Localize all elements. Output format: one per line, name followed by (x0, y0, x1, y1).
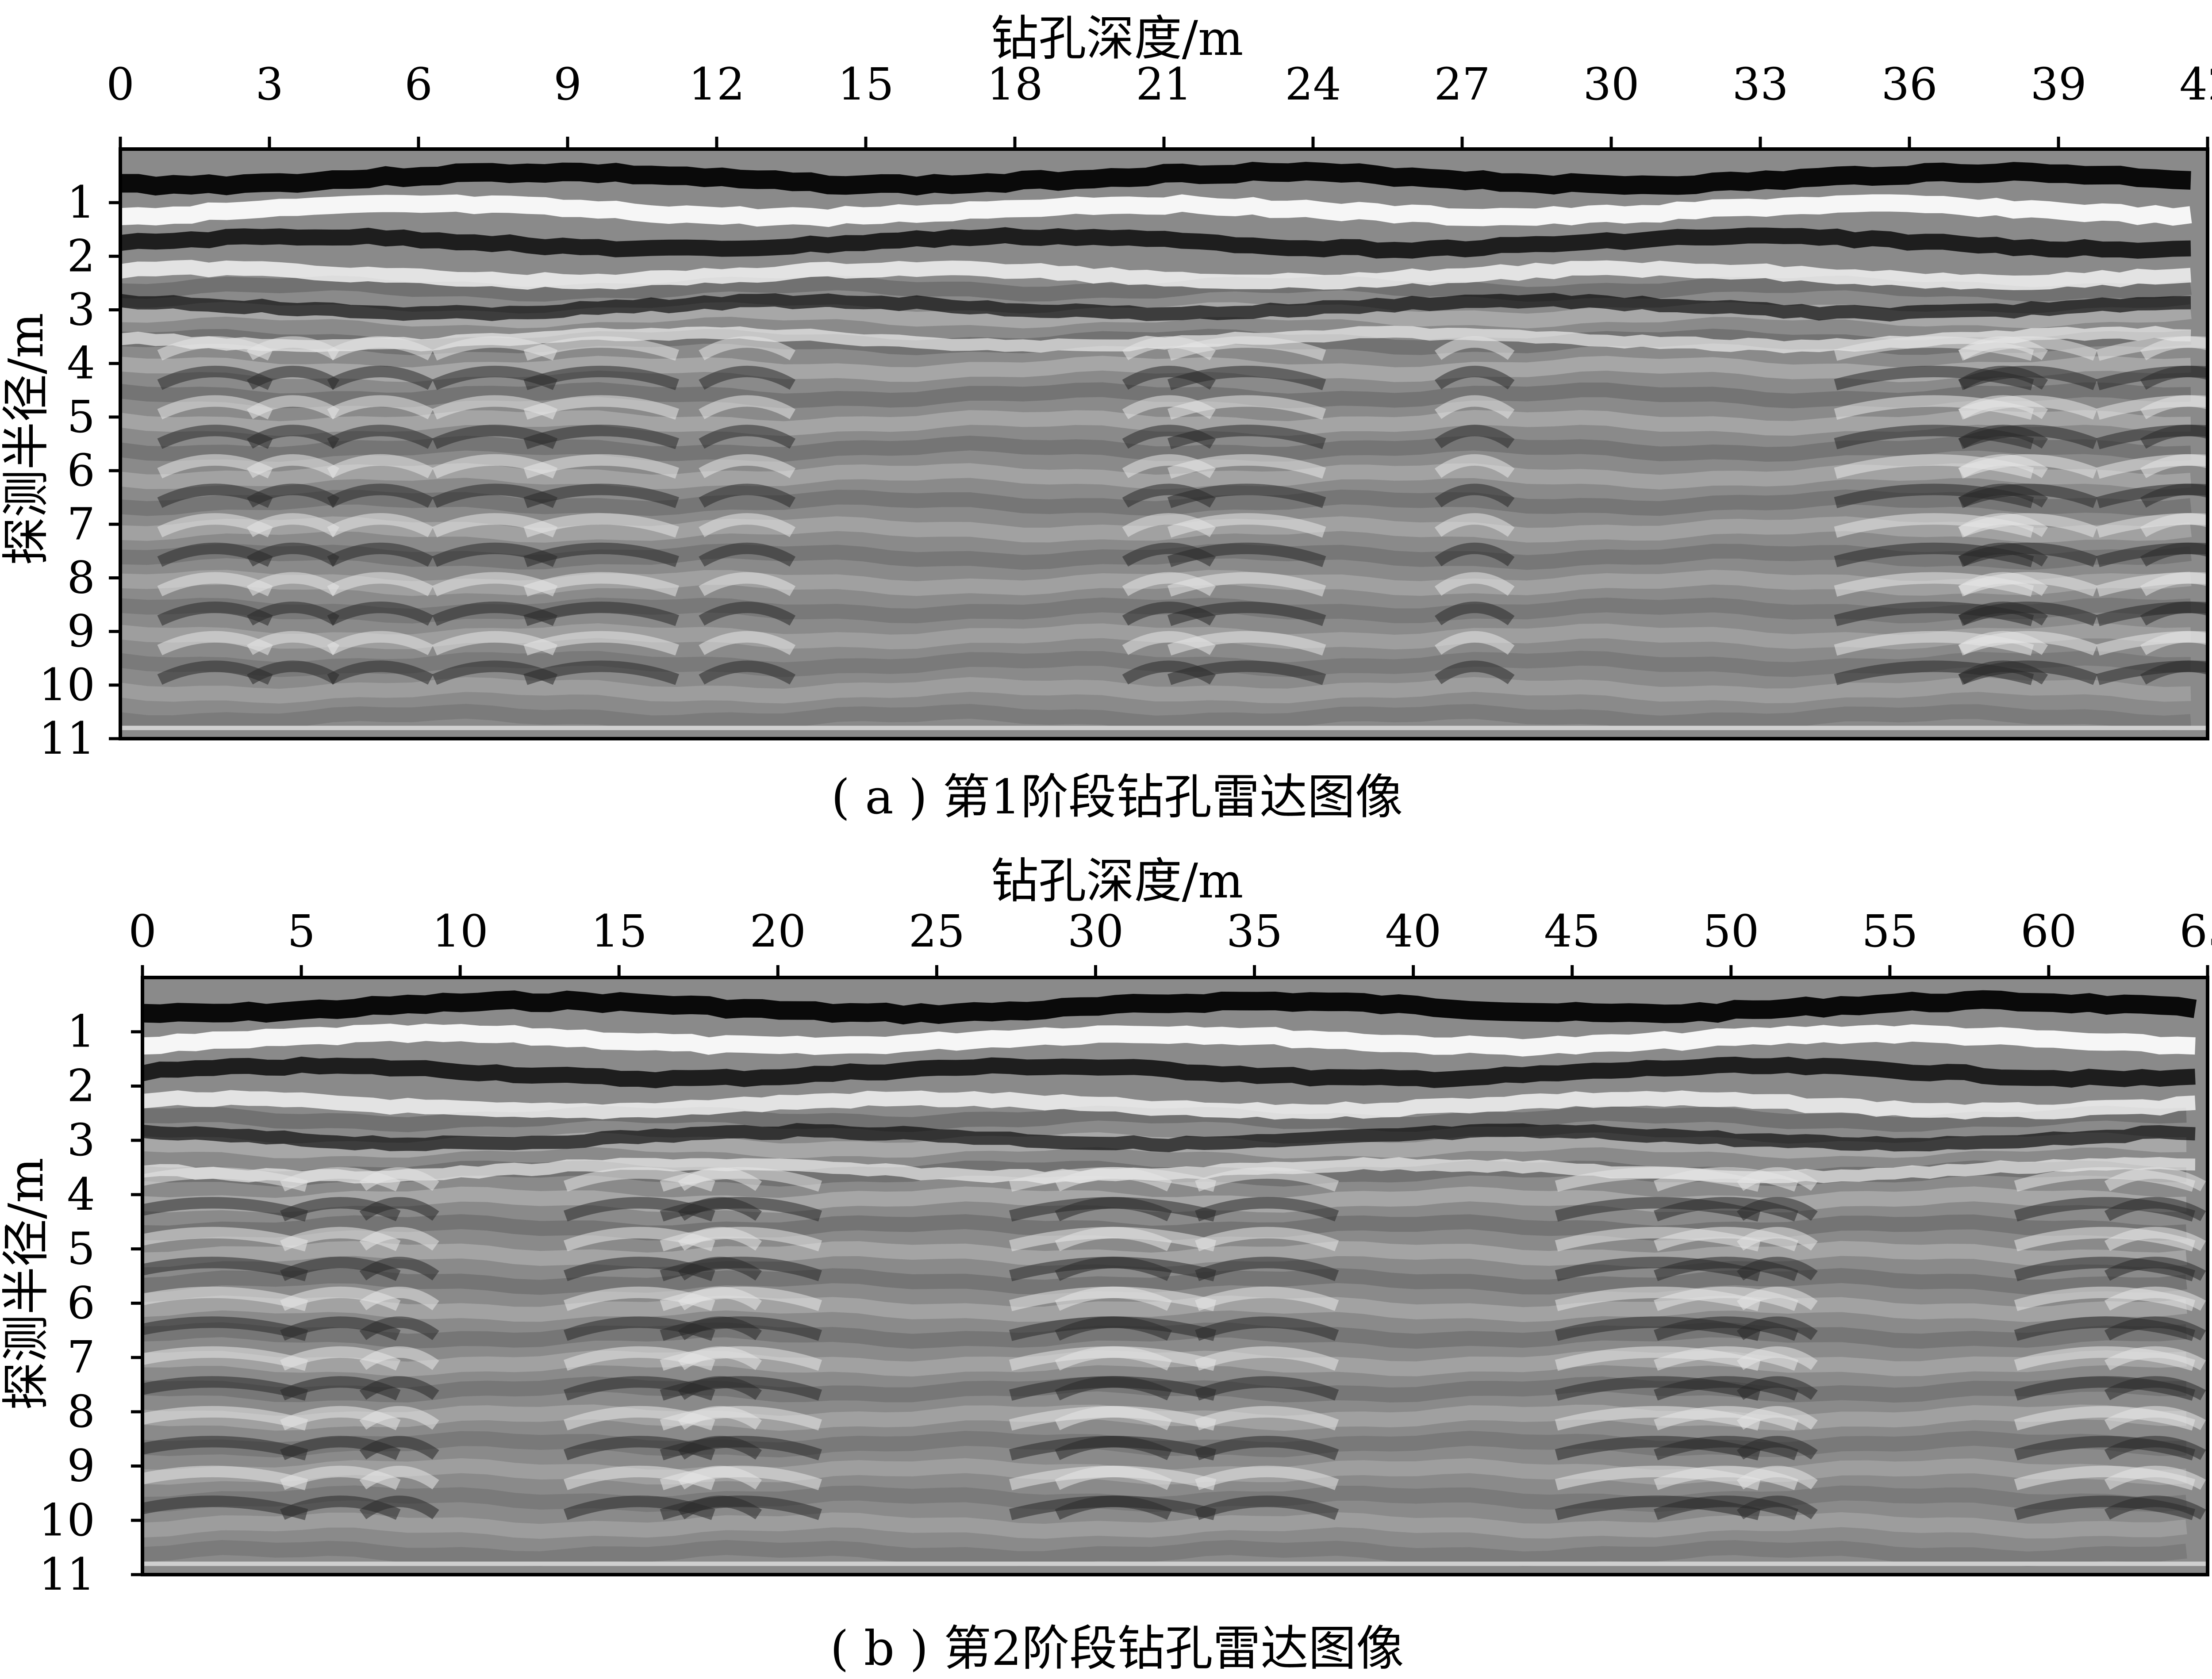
x-tick-label: 39 (2030, 58, 2086, 110)
x-tick-label: 24 (1285, 58, 1341, 110)
plot-frame (141, 976, 2209, 1576)
y-tick-label: 9 (67, 1440, 95, 1492)
x-tick-label: 0 (106, 58, 134, 110)
x-tick-label: 30 (1583, 58, 1639, 110)
x-axis-label-a: 钻孔深度/m (991, 11, 1244, 66)
x-tick-label: 25 (909, 905, 965, 957)
x-tick-label: 27 (1434, 58, 1490, 110)
caption-a: ( a ) 第1阶段钻孔雷达图像 (831, 770, 1403, 825)
y-tick-label: 6 (67, 445, 95, 496)
y-tick-label: 9 (67, 606, 95, 657)
x-axis-label-b: 钻孔深度/m (991, 854, 1244, 909)
y-tick-label: 8 (67, 552, 95, 603)
x-tick-label: 0 (128, 905, 157, 957)
y-tick-label: 6 (67, 1277, 95, 1329)
radar-image-body (142, 978, 2208, 1575)
caption-b: ( b ) 第2阶段钻孔雷达图像 (830, 1621, 1404, 1676)
radar-image-a: 036912151821242730333639421234567891011 (39, 58, 2212, 764)
x-tick-label: 35 (1226, 905, 1283, 957)
x-tick-label: 12 (688, 58, 745, 110)
y-tick-label: 3 (67, 284, 95, 336)
y-tick-label: 2 (67, 230, 95, 282)
y-tick-label: 4 (67, 1169, 95, 1220)
y-tick-label: 7 (67, 1331, 95, 1383)
y-tick-label: 4 (67, 337, 95, 389)
x-tick-label: 21 (1136, 58, 1192, 110)
x-tick-label: 20 (750, 905, 806, 957)
y-tick-label: 8 (67, 1386, 95, 1438)
x-tick-label: 6 (404, 58, 433, 110)
x-tick-label: 30 (1068, 905, 1124, 957)
x-tick-label: 40 (1385, 905, 1441, 957)
y-tick-label: 11 (39, 713, 95, 764)
x-tick-label: 18 (987, 58, 1043, 110)
y-tick-label: 5 (67, 1223, 95, 1275)
y-tick-label: 7 (67, 498, 95, 550)
x-tick-label: 10 (432, 905, 488, 957)
x-tick-label: 15 (591, 905, 647, 957)
x-tick-label: 5 (287, 905, 315, 957)
x-tick-label: 15 (837, 58, 894, 110)
y-tick-label: 10 (39, 1494, 95, 1546)
y-tick-label: 3 (67, 1114, 95, 1166)
y-tick-label: 2 (67, 1060, 95, 1112)
x-tick-label: 60 (2020, 905, 2077, 957)
x-tick-label: 42 (2179, 58, 2212, 110)
x-tick-label: 36 (1881, 58, 1937, 110)
x-tick-label: 9 (553, 58, 582, 110)
x-tick-label: 45 (1544, 905, 1600, 957)
x-tick-label: 33 (1732, 58, 1788, 110)
radar-image-body (120, 149, 2208, 739)
y-tick-label: 11 (39, 1549, 95, 1600)
x-tick-label: 65 (2179, 905, 2212, 957)
y-tick-label: 5 (67, 391, 95, 443)
y-tick-label: 1 (67, 1006, 95, 1058)
x-tick-label: 50 (1703, 905, 1759, 957)
x-tick-label: 3 (255, 58, 284, 110)
y-tick-label: 1 (67, 176, 95, 228)
x-tick-label: 55 (1862, 905, 1918, 957)
y-tick-label: 10 (39, 659, 95, 711)
